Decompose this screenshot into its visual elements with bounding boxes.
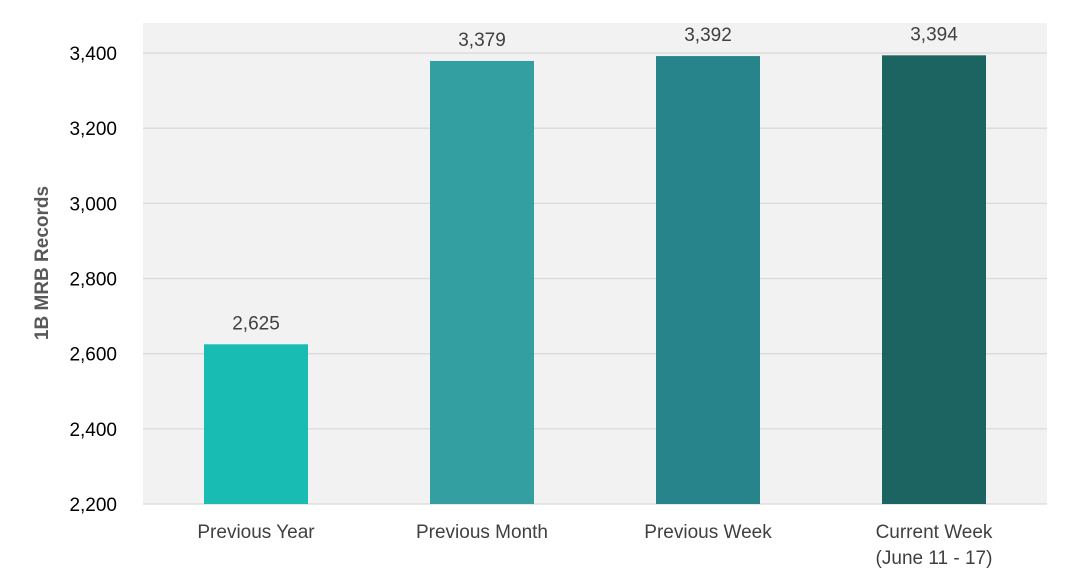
- data-labels: 2,625 3,379 3,392 3,394: [232, 24, 958, 334]
- data-label: 2,625: [232, 313, 280, 334]
- y-tick-label: 2,400: [69, 420, 117, 441]
- y-tick-label: 3,000: [69, 194, 117, 215]
- bars: [204, 55, 986, 504]
- x-tick-label: (June 11 - 17): [876, 548, 993, 569]
- x-tick-label: Previous Year: [197, 522, 315, 543]
- y-axis-title: 1B MRB Records: [32, 186, 53, 340]
- x-tick-label: Previous Month: [416, 522, 548, 543]
- bar: [204, 344, 308, 504]
- bar: [656, 56, 760, 504]
- y-tick-label: 2,200: [69, 495, 117, 516]
- y-tick-label: 3,200: [69, 119, 117, 140]
- y-tick-label: 3,400: [69, 44, 117, 65]
- bar: [882, 55, 986, 504]
- x-tick-label: Previous Week: [644, 522, 772, 543]
- y-tick-label: 2,600: [69, 345, 117, 366]
- data-label: 3,379: [458, 30, 506, 51]
- x-axis-ticks: Previous Year Previous Month Previous Week…: [197, 522, 993, 569]
- bar: [430, 60, 534, 504]
- data-label: 3,392: [684, 25, 732, 46]
- y-tick-label: 2,800: [69, 270, 117, 291]
- y-axis-ticks: 2,200 2,400 2,600 2,800 3,000 3,200 3,400: [69, 44, 117, 516]
- x-tick-label: Current Week: [876, 522, 993, 543]
- data-label: 3,394: [910, 24, 958, 45]
